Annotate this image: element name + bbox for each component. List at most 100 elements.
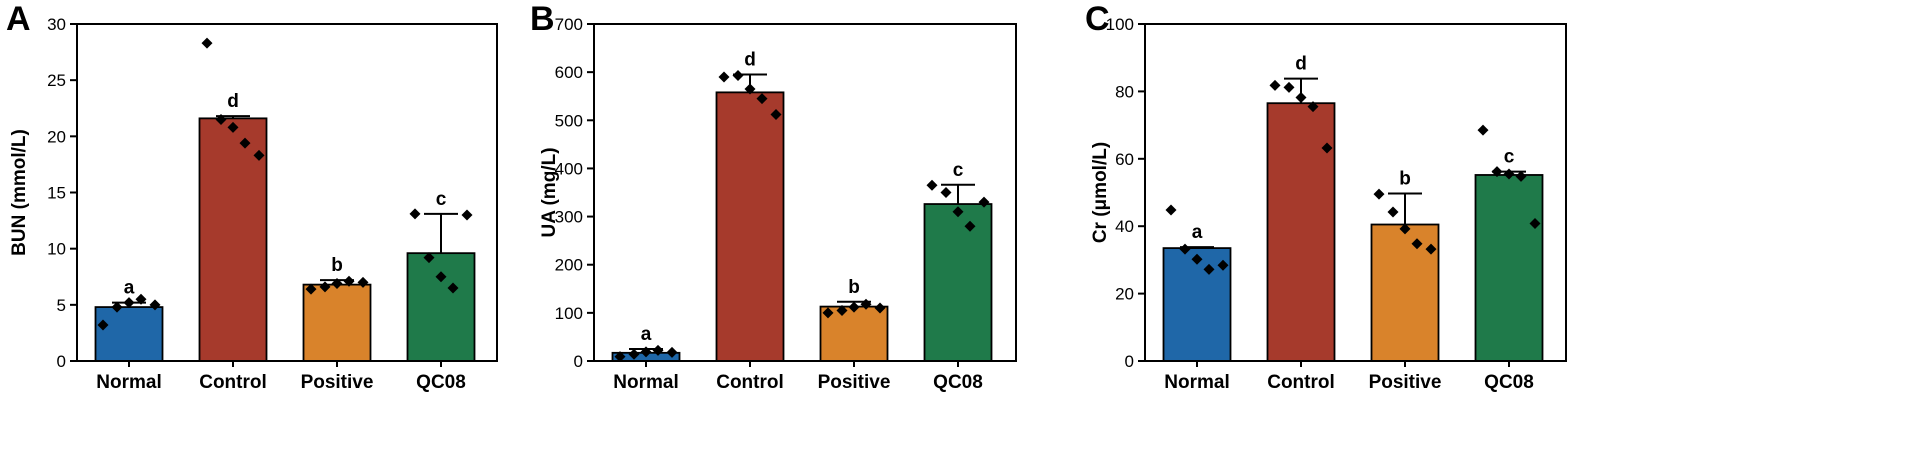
panel-letter: C [1085,0,1110,38]
bar-control [198,117,268,362]
data-point [848,301,860,313]
category-label: Positive [1369,372,1442,393]
category-label: Control [199,372,267,393]
data-point [860,298,872,310]
data-point [1425,243,1437,255]
y-axis-title: Cr (μmol/L) [1090,142,1111,243]
bar-control [715,91,785,362]
y-tick-label: 30 [47,15,66,34]
category-label: Normal [96,372,161,393]
y-tick-label: 100 [555,304,583,323]
data-point [1269,79,1281,91]
y-tick-label: 0 [1125,352,1134,371]
bar-positive [1370,223,1440,362]
data-point [227,121,239,133]
bar-positive [302,283,372,362]
y-tick-label: 60 [1115,150,1134,169]
data-point [952,206,964,218]
panel-b: B UA (mg/L) 0 100 200 300 400 500 600 700 a Normal d… [530,0,1017,393]
data-point [770,109,782,121]
data-point [357,276,369,288]
plot-frame [76,23,498,362]
bar-qc08 [406,252,476,362]
category-label: Normal [1164,372,1229,393]
significance-letter: d [227,91,239,112]
bar-qc08 [1474,174,1544,362]
y-axis-title: UA (mg/L) [539,147,560,237]
category-label: Control [716,372,784,393]
category-label: QC08 [933,372,983,393]
y-tick-label: 700 [555,15,583,34]
data-point [1179,243,1191,255]
y-tick-label: 20 [47,127,66,146]
data-point [874,302,886,314]
y-tick-label: 100 [1106,15,1134,34]
category-label: Positive [301,372,374,393]
data-point [940,187,952,198]
y-tick-label: 20 [1115,285,1134,304]
data-point [239,137,251,149]
bar-normal [94,306,164,362]
y-tick-label: 40 [1115,217,1134,236]
bar-control [1266,102,1336,362]
y-axis-title: BUN (mmol/L) [9,129,30,256]
significance-letter: c [436,189,447,210]
category-label: Control [1267,372,1335,393]
y-tick-label: 0 [57,352,66,371]
panel-letter: A [6,0,31,38]
data-point [1529,218,1541,230]
data-point [123,297,135,309]
data-point [1411,238,1423,250]
data-point [111,301,123,313]
data-point [1283,81,1295,93]
significance-letter: d [744,50,756,71]
data-point [628,348,640,360]
data-point [201,37,213,49]
data-point [1217,259,1229,271]
data-point [1203,263,1215,275]
category-label: QC08 [416,372,466,393]
data-point [423,252,435,264]
y-tick-label: 600 [555,63,583,82]
y-tick-label: 0 [574,352,583,371]
significance-letter: d [1295,54,1307,75]
data-point [964,220,976,232]
panel-a: A BUN (mmol/L) 0 5 10 15 20 25 30 a Normal d Control… [6,0,498,393]
data-point [1491,166,1503,178]
data-point [836,304,848,316]
data-point [1165,204,1177,216]
data-point [1399,223,1411,235]
significance-letter: c [953,160,964,181]
data-point [978,196,990,208]
y-tick-label: 400 [555,159,583,178]
y-tick-label: 5 [57,296,66,315]
data-point [756,93,768,105]
data-point [215,113,227,125]
significance-letter: b [1399,169,1411,190]
significance-letter: a [124,278,135,299]
data-point [1307,101,1319,113]
data-point [666,346,678,358]
data-point [1515,170,1527,182]
data-point [732,70,744,82]
data-point [1295,91,1307,103]
data-point [640,346,652,358]
data-point [253,149,265,161]
category-label: Normal [613,372,678,393]
data-point [652,344,664,356]
data-point [447,282,459,294]
panel-letter: B [530,0,555,38]
data-point [614,351,626,363]
data-point [97,319,109,331]
data-point [1191,253,1203,265]
y-tick-label: 80 [1115,82,1134,101]
panel-c: C Cr (μmol/L) 0 20 40 60 80 100 a Normal d Control b… [1085,0,1567,393]
data-point [1321,142,1333,154]
data-point [319,281,331,293]
y-tick-label: 500 [555,111,583,130]
data-point [409,208,421,220]
plot-frame [1144,23,1567,362]
data-point [822,307,834,319]
data-point [926,179,938,191]
